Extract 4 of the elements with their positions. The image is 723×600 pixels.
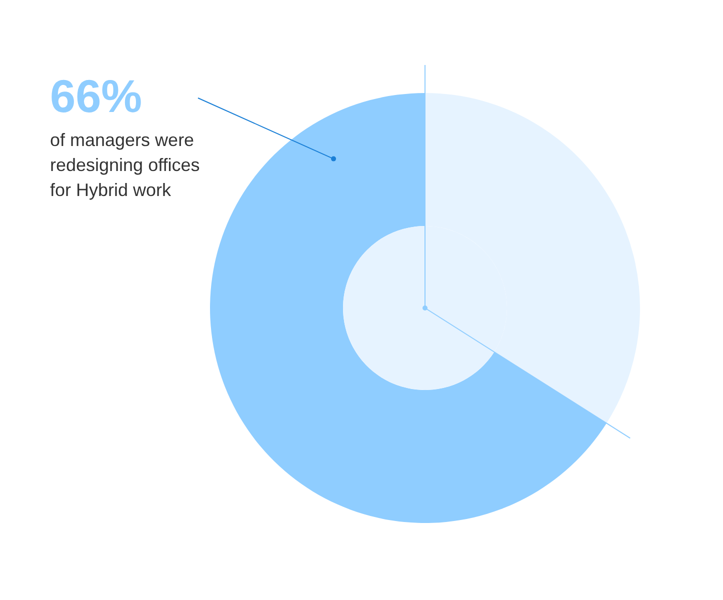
donut-slice [425, 93, 640, 424]
donut-slice [210, 93, 607, 523]
slice-label: of managers were redesigning offices for Hybrid work [50, 130, 200, 200]
data-label: 66% [50, 70, 142, 122]
